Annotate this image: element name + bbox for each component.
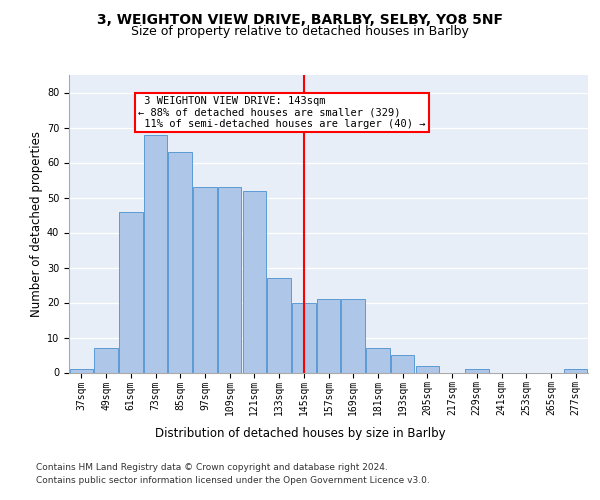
Bar <box>119 212 143 372</box>
Bar <box>242 190 266 372</box>
Bar <box>317 299 340 372</box>
Bar <box>416 366 439 372</box>
Text: 3 WEIGHTON VIEW DRIVE: 143sqm
← 88% of detached houses are smaller (329)
 11% of: 3 WEIGHTON VIEW DRIVE: 143sqm ← 88% of d… <box>138 96 426 129</box>
Text: Contains public sector information licensed under the Open Government Licence v3: Contains public sector information licen… <box>36 476 430 485</box>
Text: Contains HM Land Registry data © Crown copyright and database right 2024.: Contains HM Land Registry data © Crown c… <box>36 462 388 471</box>
Bar <box>94 348 118 372</box>
Bar <box>391 355 415 372</box>
Bar <box>193 187 217 372</box>
Bar <box>144 134 167 372</box>
Y-axis label: Number of detached properties: Number of detached properties <box>30 130 43 317</box>
Bar <box>268 278 291 372</box>
Bar <box>218 187 241 372</box>
Bar <box>366 348 389 372</box>
Text: Distribution of detached houses by size in Barlby: Distribution of detached houses by size … <box>155 428 445 440</box>
Bar <box>292 302 316 372</box>
Text: 3, WEIGHTON VIEW DRIVE, BARLBY, SELBY, YO8 5NF: 3, WEIGHTON VIEW DRIVE, BARLBY, SELBY, Y… <box>97 12 503 26</box>
Bar <box>70 369 93 372</box>
Text: Size of property relative to detached houses in Barlby: Size of property relative to detached ho… <box>131 25 469 38</box>
Bar <box>564 369 587 372</box>
Bar <box>169 152 192 372</box>
Bar <box>341 299 365 372</box>
Bar <box>465 369 488 372</box>
